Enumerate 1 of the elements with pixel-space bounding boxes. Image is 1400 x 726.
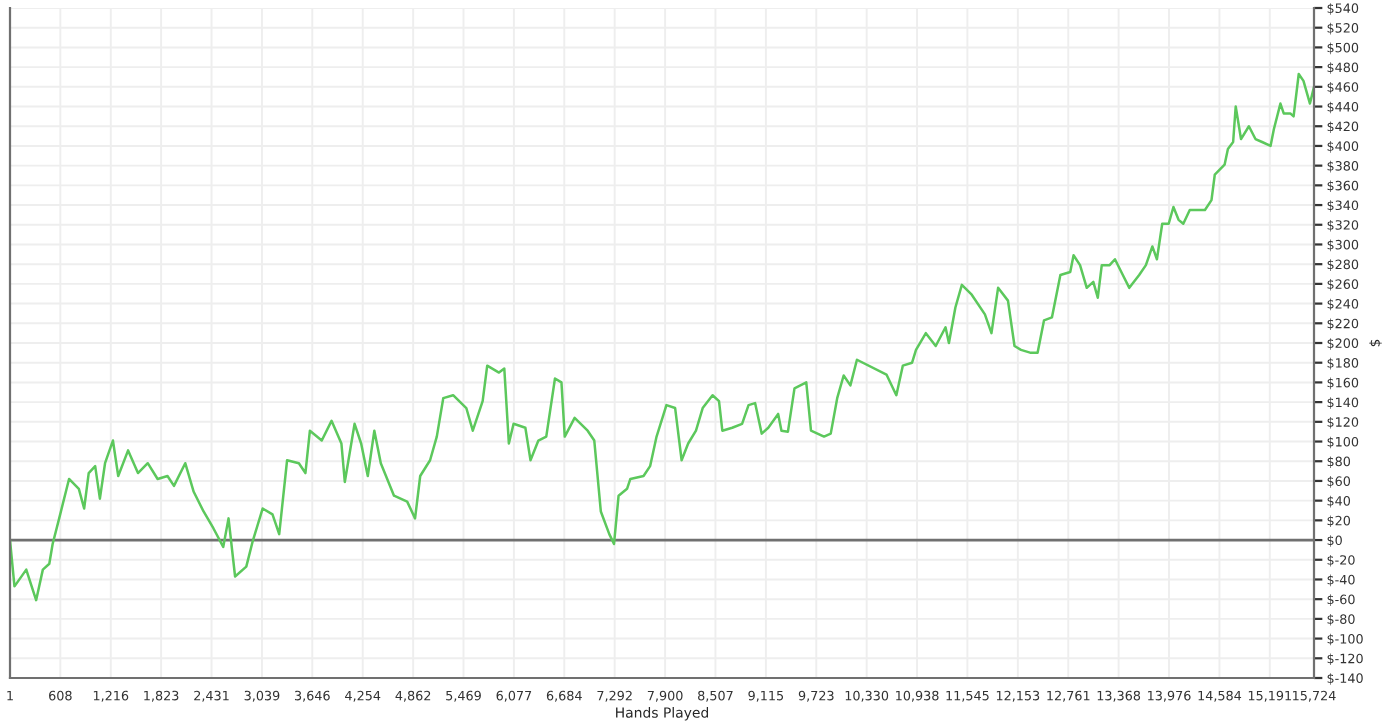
line-series: [10, 72, 1314, 602]
